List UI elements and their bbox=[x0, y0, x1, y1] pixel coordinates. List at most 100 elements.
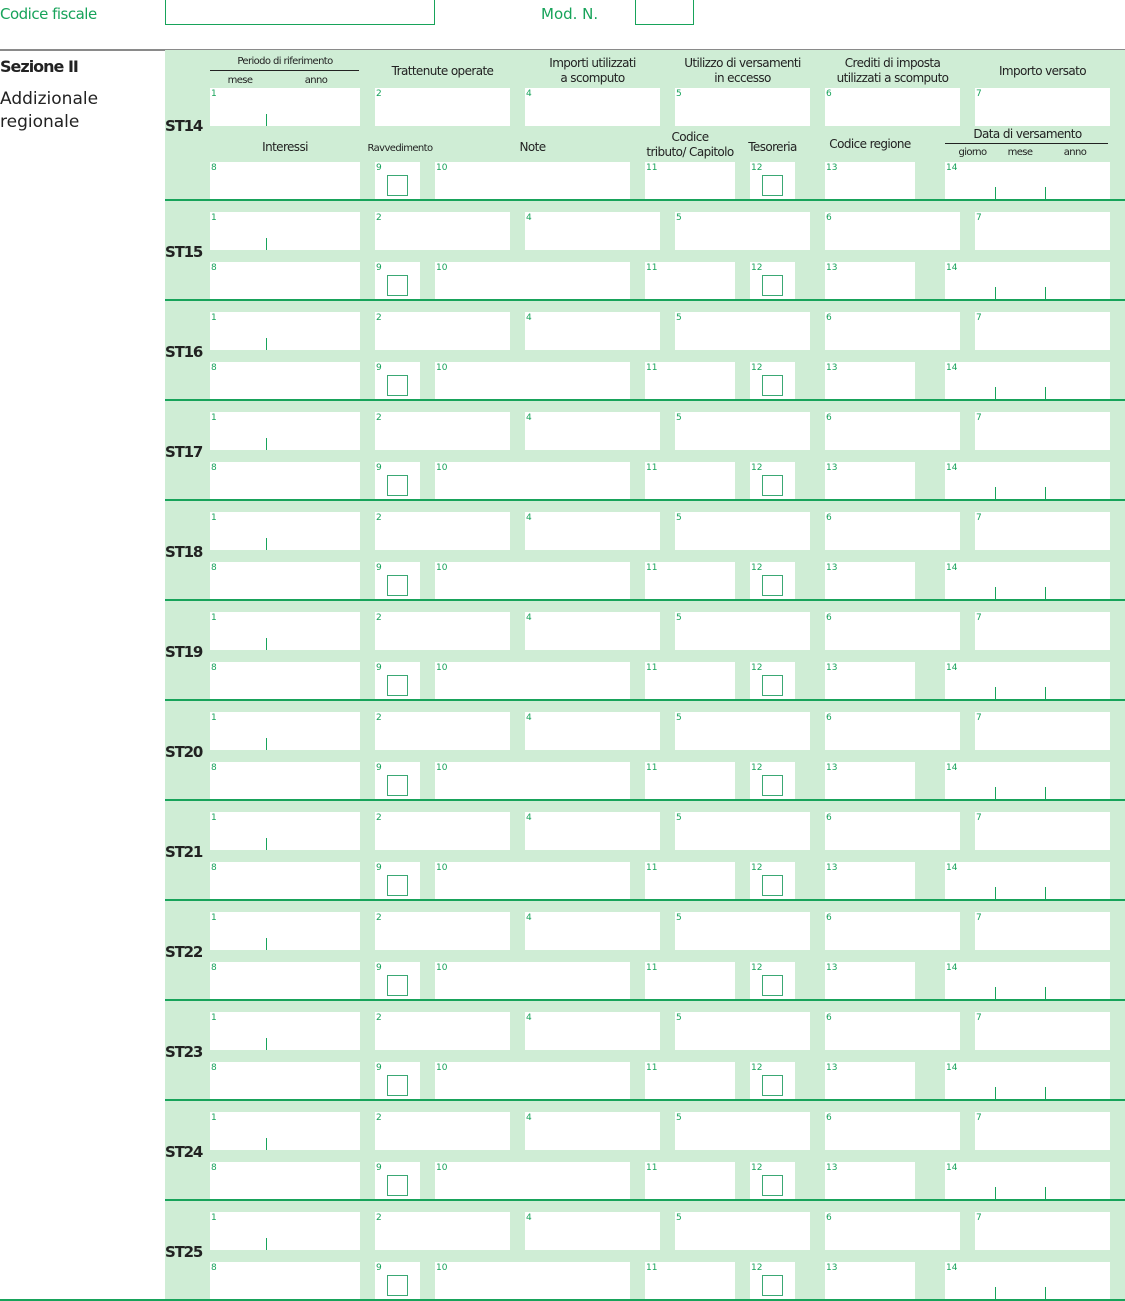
ravvedimento-checkbox[interactable] bbox=[387, 175, 408, 196]
field-1-input[interactable]: 1 bbox=[210, 88, 360, 126]
field-11-input[interactable]: 11 bbox=[645, 362, 735, 399]
field-13-input[interactable]: 13 bbox=[825, 862, 915, 899]
field-13-input[interactable]: 13 bbox=[825, 262, 915, 299]
field-10-input[interactable]: 10 bbox=[435, 462, 630, 499]
field-7-input[interactable]: 7 bbox=[975, 1112, 1110, 1150]
tesoreria-checkbox[interactable] bbox=[762, 1175, 783, 1196]
field-10-input[interactable]: 10 bbox=[435, 762, 630, 799]
field-5-input[interactable]: 5 bbox=[675, 1212, 810, 1250]
tesoreria-checkbox[interactable] bbox=[762, 775, 783, 796]
field-7-input[interactable]: 7 bbox=[975, 88, 1110, 126]
field-6-input[interactable]: 6 bbox=[825, 512, 960, 550]
field-5-input[interactable]: 5 bbox=[675, 812, 810, 850]
field-4-input[interactable]: 4 bbox=[525, 612, 660, 650]
field-2-input[interactable]: 2 bbox=[375, 1112, 510, 1150]
field-11-input[interactable]: 11 bbox=[645, 1062, 735, 1099]
field-7-input[interactable]: 7 bbox=[975, 712, 1110, 750]
field-10-input[interactable]: 10 bbox=[435, 862, 630, 899]
field-7-input[interactable]: 7 bbox=[975, 512, 1110, 550]
field-8-input[interactable]: 8 bbox=[210, 762, 360, 799]
field-10-input[interactable]: 10 bbox=[435, 262, 630, 299]
field-4-input[interactable]: 4 bbox=[525, 212, 660, 250]
field-14-input[interactable]: 14 bbox=[945, 1162, 1110, 1199]
field-2-input[interactable]: 2 bbox=[375, 1212, 510, 1250]
field-7-input[interactable]: 7 bbox=[975, 812, 1110, 850]
field-8-input[interactable]: 8 bbox=[210, 1262, 360, 1299]
field-1-input[interactable]: 1 bbox=[210, 512, 360, 550]
field-8-input[interactable]: 8 bbox=[210, 262, 360, 299]
field-11-input[interactable]: 11 bbox=[645, 762, 735, 799]
field-6-input[interactable]: 6 bbox=[825, 812, 960, 850]
field-5-input[interactable]: 5 bbox=[675, 912, 810, 950]
codice-fiscale-input[interactable] bbox=[165, 0, 435, 25]
field-14-input[interactable]: 14 bbox=[945, 362, 1110, 399]
field-14-input[interactable]: 14 bbox=[945, 262, 1110, 299]
field-2-input[interactable]: 2 bbox=[375, 712, 510, 750]
field-13-input[interactable]: 13 bbox=[825, 762, 915, 799]
field-4-input[interactable]: 4 bbox=[525, 812, 660, 850]
field-5-input[interactable]: 5 bbox=[675, 612, 810, 650]
field-6-input[interactable]: 6 bbox=[825, 212, 960, 250]
field-8-input[interactable]: 8 bbox=[210, 962, 360, 999]
field-6-input[interactable]: 6 bbox=[825, 1012, 960, 1050]
tesoreria-checkbox[interactable] bbox=[762, 875, 783, 896]
field-7-input[interactable]: 7 bbox=[975, 912, 1110, 950]
field-8-input[interactable]: 8 bbox=[210, 562, 360, 599]
ravvedimento-checkbox[interactable] bbox=[387, 375, 408, 396]
field-6-input[interactable]: 6 bbox=[825, 1112, 960, 1150]
field-2-input[interactable]: 2 bbox=[375, 612, 510, 650]
ravvedimento-checkbox[interactable] bbox=[387, 875, 408, 896]
tesoreria-checkbox[interactable] bbox=[762, 375, 783, 396]
field-6-input[interactable]: 6 bbox=[825, 88, 960, 126]
ravvedimento-checkbox[interactable] bbox=[387, 975, 408, 996]
ravvedimento-checkbox[interactable] bbox=[387, 775, 408, 796]
field-13-input[interactable]: 13 bbox=[825, 462, 915, 499]
tesoreria-checkbox[interactable] bbox=[762, 1075, 783, 1096]
field-6-input[interactable]: 6 bbox=[825, 1212, 960, 1250]
ravvedimento-checkbox[interactable] bbox=[387, 1275, 408, 1296]
field-6-input[interactable]: 6 bbox=[825, 712, 960, 750]
field-6-input[interactable]: 6 bbox=[825, 912, 960, 950]
field-11-input[interactable]: 11 bbox=[645, 562, 735, 599]
tesoreria-checkbox[interactable] bbox=[762, 1275, 783, 1296]
field-4-input[interactable]: 4 bbox=[525, 1012, 660, 1050]
field-5-input[interactable]: 5 bbox=[675, 412, 810, 450]
field-5-input[interactable]: 5 bbox=[675, 212, 810, 250]
field-6-input[interactable]: 6 bbox=[825, 312, 960, 350]
ravvedimento-checkbox[interactable] bbox=[387, 475, 408, 496]
field-8-input[interactable]: 8 bbox=[210, 1062, 360, 1099]
field-14-input[interactable]: 14 bbox=[945, 762, 1110, 799]
field-10-input[interactable]: 10 bbox=[435, 162, 630, 199]
field-10-input[interactable]: 10 bbox=[435, 962, 630, 999]
field-2-input[interactable]: 2 bbox=[375, 212, 510, 250]
field-7-input[interactable]: 7 bbox=[975, 212, 1110, 250]
field-14-input[interactable]: 14 bbox=[945, 162, 1110, 199]
field-10-input[interactable]: 10 bbox=[435, 362, 630, 399]
tesoreria-checkbox[interactable] bbox=[762, 975, 783, 996]
field-1-input[interactable]: 1 bbox=[210, 1212, 360, 1250]
field-11-input[interactable]: 11 bbox=[645, 162, 735, 199]
field-5-input[interactable]: 5 bbox=[675, 88, 810, 126]
field-4-input[interactable]: 4 bbox=[525, 88, 660, 126]
field-14-input[interactable]: 14 bbox=[945, 662, 1110, 699]
field-1-input[interactable]: 1 bbox=[210, 312, 360, 350]
field-13-input[interactable]: 13 bbox=[825, 1062, 915, 1099]
field-1-input[interactable]: 1 bbox=[210, 812, 360, 850]
field-10-input[interactable]: 10 bbox=[435, 562, 630, 599]
field-4-input[interactable]: 4 bbox=[525, 1112, 660, 1150]
field-2-input[interactable]: 2 bbox=[375, 812, 510, 850]
field-5-input[interactable]: 5 bbox=[675, 312, 810, 350]
field-1-input[interactable]: 1 bbox=[210, 212, 360, 250]
field-5-input[interactable]: 5 bbox=[675, 512, 810, 550]
field-13-input[interactable]: 13 bbox=[825, 1262, 915, 1299]
field-1-input[interactable]: 1 bbox=[210, 912, 360, 950]
field-10-input[interactable]: 10 bbox=[435, 662, 630, 699]
field-14-input[interactable]: 14 bbox=[945, 862, 1110, 899]
field-10-input[interactable]: 10 bbox=[435, 1162, 630, 1199]
field-7-input[interactable]: 7 bbox=[975, 312, 1110, 350]
field-13-input[interactable]: 13 bbox=[825, 662, 915, 699]
tesoreria-checkbox[interactable] bbox=[762, 175, 783, 196]
field-4-input[interactable]: 4 bbox=[525, 912, 660, 950]
field-14-input[interactable]: 14 bbox=[945, 1262, 1110, 1299]
ravvedimento-checkbox[interactable] bbox=[387, 275, 408, 296]
